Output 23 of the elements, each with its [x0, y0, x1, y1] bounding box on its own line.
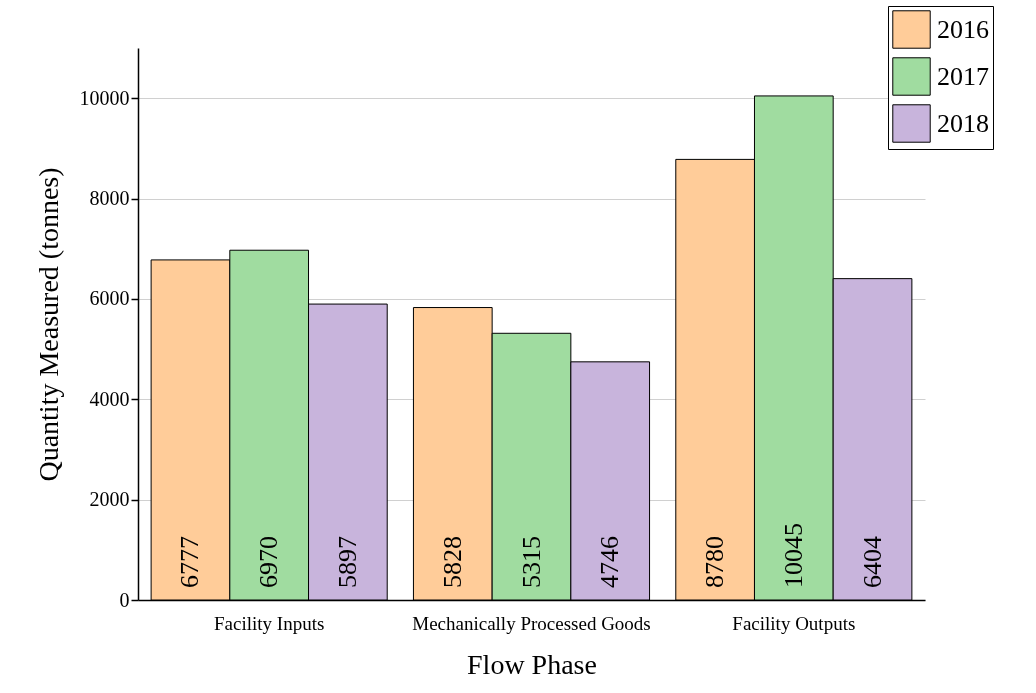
y-tick-label: 8000	[89, 187, 130, 210]
legend-label: 2018	[937, 108, 989, 138]
y-axis-title: Quantity Measured (tonnes)	[32, 167, 64, 482]
data-label: 6404	[857, 536, 887, 588]
data-label: 5828	[437, 536, 467, 588]
y-tick-label: 0	[119, 588, 130, 611]
x-axis-title: Flow Phase	[467, 648, 597, 680]
data-label: 5897	[332, 536, 362, 588]
data-label: 5315	[516, 536, 546, 588]
y-tick-label: 2000	[89, 488, 130, 511]
data-label: 6777	[175, 536, 205, 588]
data-label: 6970	[254, 536, 284, 588]
legend-label: 2016	[937, 14, 989, 44]
x-tick-label: Facility Inputs	[214, 612, 325, 634]
y-tick-label: 6000	[89, 287, 130, 310]
data-label: 4746	[595, 536, 625, 588]
x-tick-label: Facility Outputs	[732, 612, 856, 634]
y-tick-label: 4000	[89, 387, 130, 410]
legend-label: 2017	[937, 61, 989, 91]
x-tick-label: Mechanically Processed Goods	[412, 612, 651, 634]
data-label: 10045	[778, 523, 808, 588]
y-tick-label: 10000	[79, 86, 130, 109]
data-label: 8780	[700, 536, 730, 588]
